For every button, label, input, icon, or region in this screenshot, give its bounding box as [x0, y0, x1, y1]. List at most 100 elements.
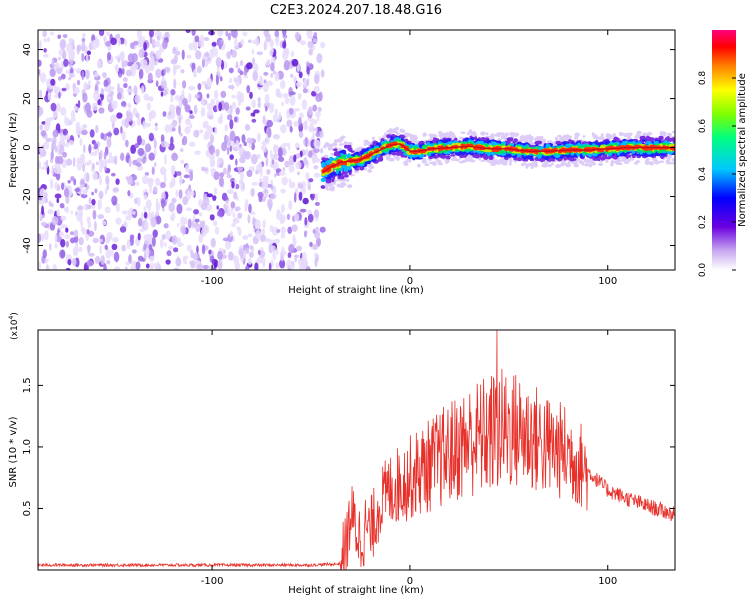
heatmap-noise-cell: [148, 30, 155, 38]
heatmap-noise-cell: [263, 30, 269, 38]
heatmap-noise-cell: [143, 42, 147, 51]
heatmap-signal-cell: [491, 134, 495, 138]
heatmap-noise-cell: [227, 32, 232, 41]
heatmap-noise-cell: [185, 104, 191, 113]
heatmap-signal-cell: [534, 140, 540, 145]
heatmap-noise-cell: [312, 104, 318, 112]
heatmap-noise-cell: [155, 215, 162, 225]
heatmap-noise-cell: [172, 46, 177, 55]
heatmap-noise-cell: [206, 103, 213, 111]
heatmap-noise-cell: [274, 36, 280, 43]
heatmap-noise-cell: [277, 147, 283, 158]
heatmap-noise-cell: [314, 230, 321, 240]
heatmap-noise-cell: [235, 61, 239, 69]
heatmap-noise-cell: [280, 204, 285, 213]
heatmap-noise-cell: [270, 73, 274, 78]
heatmap-noise-cell: [130, 264, 137, 270]
heatmap-noise-cell: [213, 187, 218, 196]
heatmap-noise-cell: [180, 148, 184, 152]
heatmap-noise-cell: [165, 259, 171, 265]
heatmap-noise-cell: [224, 124, 229, 132]
heatmap-signal-cell: [654, 153, 661, 156]
heatmap-noise-cell: [65, 158, 73, 166]
heatmap-signal-cell: [376, 142, 380, 147]
heatmap-noise-cell: [302, 197, 309, 205]
heatmap-noise-cell: [172, 247, 179, 253]
heatmap-noise-cell: [149, 262, 155, 270]
heatmap-signal-cell: [534, 137, 538, 142]
heatmap-noise-cell: [247, 233, 253, 238]
heatmap-signal-cell: [478, 140, 484, 145]
heatmap-signal-cell: [600, 133, 604, 137]
heatmap-noise-cell: [312, 38, 318, 43]
heatmap-signal-cell: [359, 166, 365, 171]
heatmap-noise-cell: [59, 39, 66, 50]
heatmap-noise-cell: [62, 34, 68, 39]
heatmap-noise-cell: [54, 181, 58, 190]
heatmap-noise-cell: [181, 49, 185, 60]
heatmap-noise-cell: [315, 132, 321, 138]
heatmap-noise-cell: [98, 107, 105, 114]
heatmap-noise-cell: [172, 66, 176, 76]
heatmap-signal-cell: [508, 161, 512, 166]
heatmap-signal-cell: [619, 132, 625, 136]
heatmap-noise-cell: [171, 119, 178, 127]
heatmap-noise-cell: [108, 152, 113, 159]
heatmap-noise-cell: [273, 173, 277, 178]
heatmap-noise-cell: [110, 91, 114, 96]
heatmap-signal-cell: [578, 160, 582, 164]
heatmap-noise-cell: [251, 143, 256, 151]
heatmap-signal-cell: [438, 130, 442, 135]
heatmap-noise-cell: [293, 107, 301, 112]
heatmap-signal-cell: [623, 161, 630, 165]
heatmap-signal-cell: [506, 154, 512, 157]
heatmap-noise-cell: [310, 194, 315, 201]
heatmap-noise-cell: [70, 118, 74, 125]
heatmap-noise-cell: [264, 238, 271, 243]
heatmap-noise-cell: [313, 32, 318, 37]
heatmap-noise-cell: [202, 196, 210, 207]
heatmap-noise-cell: [261, 77, 264, 86]
heatmap-signal-cell: [462, 154, 467, 158]
heatmap-noise-cell: [76, 44, 82, 52]
heatmap-signal-cell: [403, 161, 409, 167]
heatmap-noise-cell: [310, 120, 314, 131]
heatmap-signal-cell: [595, 157, 599, 161]
heatmap-noise-cell: [83, 81, 88, 91]
heatmap-noise-cell: [40, 166, 48, 170]
heatmap-noise-cell: [298, 191, 303, 201]
heatmap-signal-cell: [379, 155, 383, 161]
heatmap-noise-cell: [126, 239, 131, 250]
heatmap-signal-cell: [493, 162, 497, 166]
heatmap-noise-cell: [299, 112, 304, 119]
heatmap-noise-cell: [214, 226, 220, 235]
heatmap-noise-cell: [94, 256, 101, 264]
heatmap-noise-cell: [282, 41, 287, 49]
heatmap-noise-cell: [279, 79, 286, 89]
heatmap-noise-cell: [288, 107, 294, 115]
heatmap-signal-cell: [412, 137, 417, 143]
heatmap-noise-cell: [154, 122, 158, 127]
heatmap-signal-cell: [368, 142, 372, 145]
heatmap-noise-cell: [66, 142, 69, 148]
heatmap-noise-cell: [164, 241, 167, 248]
heatmap-noise-cell: [64, 234, 71, 239]
heatmap-noise-cell: [187, 218, 192, 229]
heatmap-noise-cell: [38, 59, 42, 67]
heatmap-noise-cell: [74, 187, 81, 193]
heatmap-noise-cell: [200, 34, 205, 44]
heatmap-signal-cell: [627, 158, 631, 163]
heatmap-noise-cell: [302, 120, 308, 130]
heatmap-noise-cell: [105, 40, 111, 47]
heatmap-noise-cell: [250, 137, 254, 144]
heatmap-noise-cell: [61, 87, 67, 92]
heatmap-noise-cell: [215, 148, 220, 157]
heatmap-noise-cell: [286, 109, 290, 120]
heatmap-signal-cell: [509, 132, 515, 136]
heatmap-noise-cell: [222, 167, 227, 175]
heatmap-signal-cell: [442, 134, 449, 139]
heatmap-signal-cell: [329, 174, 334, 178]
heatmap-noise-cell: [224, 208, 228, 214]
heatmap-noise-cell: [243, 250, 247, 259]
heatmap-signal-cell: [356, 148, 362, 152]
